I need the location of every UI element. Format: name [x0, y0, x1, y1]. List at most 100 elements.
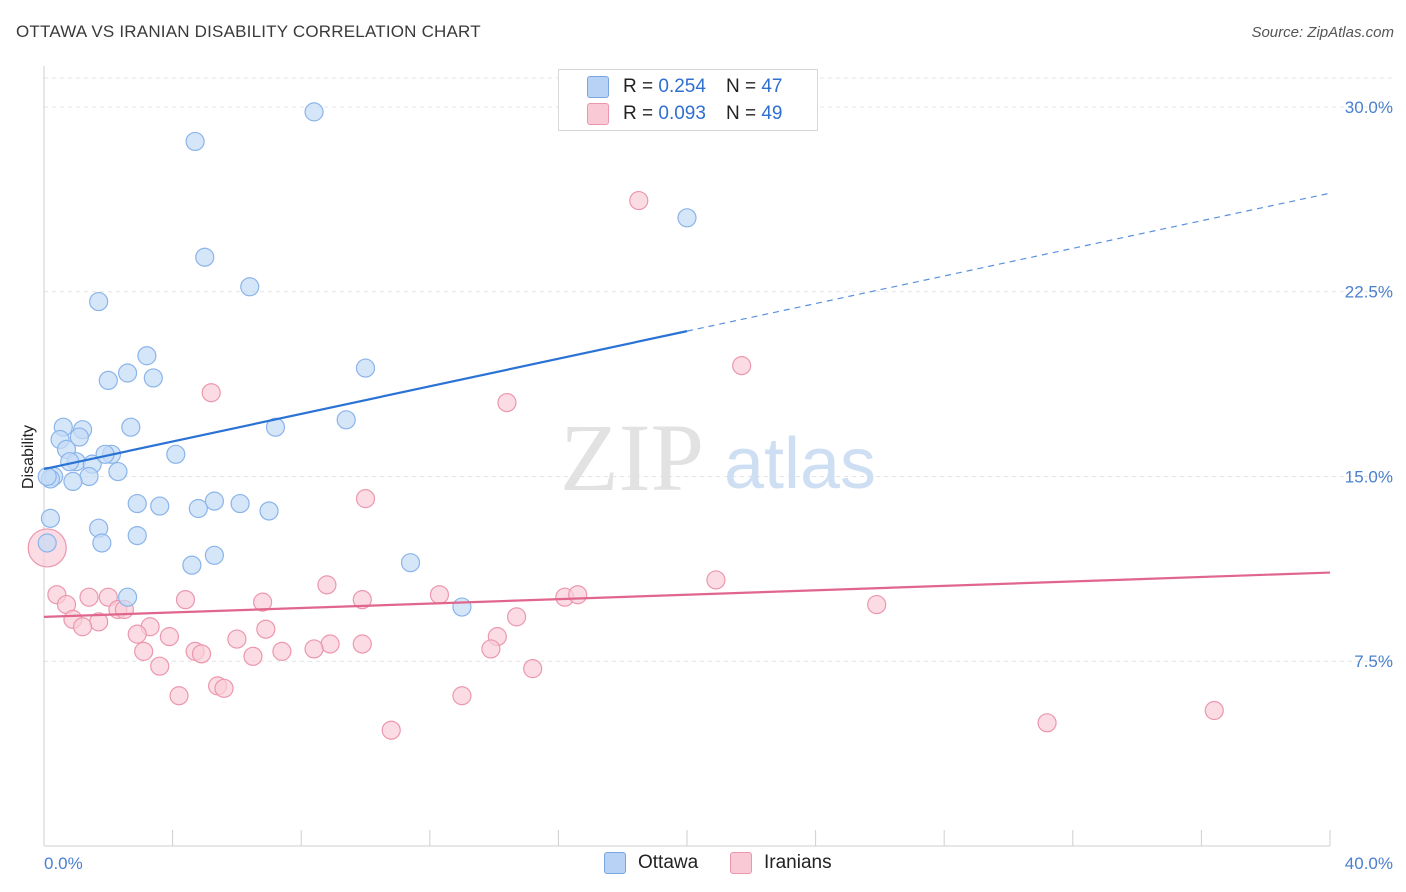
legend-r-label: R =: [623, 76, 654, 97]
iranians-point-0: [629, 190, 649, 211]
legend-r-value: 0.254: [658, 76, 706, 97]
series-swatch-iranians: [730, 852, 752, 874]
series-legend: Ottawa Iranians: [0, 852, 1406, 878]
iranians-point-27: [159, 627, 179, 647]
iranians-point-45: [1204, 700, 1224, 721]
iranians-point-22: [507, 607, 527, 627]
ottawa-point-5: [89, 291, 109, 312]
ottawa-point-36: [40, 508, 61, 528]
iranians-point-5: [706, 570, 726, 590]
legend-r-value: 0.093: [658, 103, 706, 124]
legend-r-label: R =: [623, 103, 654, 124]
iranians-point-25: [256, 619, 276, 639]
y-tick-label-1: 15.0%: [1345, 467, 1393, 486]
iranians-point-14: [352, 590, 372, 610]
iranians-point-11: [79, 587, 99, 607]
iranians-trend-line: [43, 571, 1331, 618]
iranians-points: [27, 190, 1224, 740]
series-legend-iranians: Iranians: [730, 852, 832, 874]
iranians-point-4: [355, 489, 376, 509]
iranians-point-9: [568, 585, 588, 605]
ottawa-point-33: [230, 493, 250, 514]
iranians-point-3: [497, 392, 517, 413]
y-axis-label: Disability: [20, 425, 37, 489]
ottawa-point-46: [37, 466, 57, 487]
iranians-point-44: [452, 686, 472, 706]
iranians-point-42: [214, 678, 234, 698]
legend-n-value: 47: [761, 76, 783, 97]
iranians-point-1: [732, 356, 752, 376]
ottawa-point-27: [79, 466, 99, 487]
ottawa-point-28: [63, 471, 83, 492]
iranians-point-26: [127, 624, 147, 644]
ottawa-point-0: [304, 102, 324, 122]
y-tick-label-0: 7.5%: [1354, 652, 1393, 671]
iranians-point-2: [201, 383, 221, 403]
ottawa-point-44: [117, 587, 138, 607]
watermark-atlas: atlas: [724, 424, 876, 504]
series-legend-ottawa: Ottawa: [604, 852, 698, 874]
ottawa-point-1: [185, 131, 205, 152]
ottawa-point-4: [240, 277, 260, 297]
ottawa-point-15: [265, 417, 286, 437]
ottawa-point-45: [452, 597, 472, 617]
y-tick-label-3: 30.0%: [1345, 98, 1393, 117]
iranians-point-19: [867, 594, 887, 615]
chart-title: OTTAWA VS IRANIAN DISABILITY CORRELATION…: [16, 22, 481, 41]
iranians-point-40: [523, 659, 543, 679]
ottawa-point-9: [98, 370, 118, 390]
ottawa-point-41: [204, 545, 224, 565]
legend-swatch-iranians: [587, 103, 609, 125]
ottawa-point-11: [336, 410, 356, 430]
ottawa-points: [37, 102, 697, 617]
ottawa-point-43: [400, 553, 421, 573]
ottawa-point-10: [143, 368, 163, 388]
series-label-ottawa: Ottawa: [638, 852, 699, 873]
ottawa-point-35: [259, 501, 279, 521]
ottawa-point-3: [195, 247, 215, 267]
chart-source: Source: ZipAtlas.com: [1251, 24, 1394, 41]
watermark: ZIP atlas: [560, 404, 876, 511]
iranians-point-29: [227, 629, 247, 649]
ottawa-point-8: [117, 363, 138, 383]
ottawa-point-31: [150, 496, 170, 516]
iranians-point-38: [243, 646, 263, 666]
iranians-point-34: [134, 641, 154, 661]
iranians-point-32: [304, 639, 324, 659]
iranians-point-46: [1037, 713, 1057, 733]
ottawa-point-34: [188, 498, 208, 519]
iranians-point-13: [175, 590, 196, 610]
iranians-point-31: [352, 634, 372, 654]
ottawa-point-14: [121, 417, 141, 437]
x-tick-label-1: 40.0%: [1345, 854, 1393, 873]
ottawa-point-32: [204, 491, 224, 511]
ottawa-trend-line: [43, 330, 688, 471]
iranians-point-23: [72, 617, 93, 637]
iranians-point-7: [429, 585, 450, 605]
legend-n-value: 49: [761, 103, 783, 124]
ottawa-point-7: [355, 358, 376, 378]
legend-n-label: N =: [725, 76, 757, 97]
iranians-point-33: [481, 639, 501, 659]
ottawa-point-19: [166, 444, 186, 464]
ottawa-point-38: [127, 525, 147, 546]
x-tick-label-0: 0.0%: [44, 854, 83, 873]
iranians-point-37: [191, 644, 212, 664]
iranians-point-47: [381, 720, 401, 740]
ottawa-point-25: [108, 461, 128, 482]
ottawa-point-6: [137, 346, 157, 366]
legend-swatch-ottawa: [587, 76, 609, 98]
ottawa-point-40: [37, 533, 57, 553]
series-swatch-ottawa: [604, 852, 626, 874]
iranians-point-36: [272, 641, 292, 661]
iranians-point-6: [317, 575, 337, 595]
axes: [43, 66, 1331, 847]
trend-lines: [43, 192, 1331, 618]
iranians-point-30: [320, 634, 340, 654]
legend-row-ottawa: R = 0.254 N = 47: [587, 74, 782, 100]
ottawa-point-39: [92, 533, 112, 553]
iranians-point-15: [253, 592, 273, 612]
tick-labels: 7.5% 15.0% 22.5% 30.0% 0.0% 40.0%: [44, 98, 1393, 873]
ottawa-point-17: [69, 427, 89, 447]
